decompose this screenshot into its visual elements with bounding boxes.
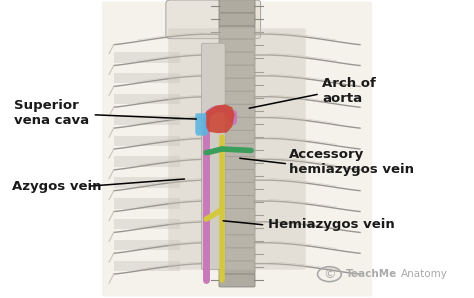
FancyBboxPatch shape (219, 78, 255, 91)
FancyBboxPatch shape (219, 0, 255, 13)
FancyBboxPatch shape (168, 28, 306, 270)
Polygon shape (195, 113, 209, 136)
FancyBboxPatch shape (114, 73, 180, 83)
Text: Azygos vein: Azygos vein (12, 180, 101, 193)
Text: Accessory
hemiazygos vein: Accessory hemiazygos vein (289, 148, 414, 176)
FancyBboxPatch shape (114, 115, 180, 125)
FancyBboxPatch shape (219, 65, 255, 78)
Text: Arch of
aorta: Arch of aorta (322, 77, 376, 105)
FancyBboxPatch shape (219, 182, 255, 195)
Text: Hemiazygos vein: Hemiazygos vein (268, 218, 394, 232)
FancyBboxPatch shape (219, 26, 255, 39)
FancyBboxPatch shape (219, 170, 255, 183)
FancyBboxPatch shape (219, 104, 255, 117)
Polygon shape (206, 104, 235, 133)
FancyBboxPatch shape (114, 94, 180, 104)
FancyBboxPatch shape (219, 156, 255, 170)
FancyBboxPatch shape (219, 235, 255, 248)
FancyBboxPatch shape (114, 52, 180, 63)
FancyBboxPatch shape (219, 274, 255, 287)
Text: ©: © (323, 268, 336, 281)
Text: Superior
vena cava: Superior vena cava (14, 99, 89, 127)
FancyBboxPatch shape (114, 261, 180, 271)
FancyBboxPatch shape (114, 177, 180, 188)
FancyBboxPatch shape (102, 1, 372, 297)
FancyBboxPatch shape (114, 156, 180, 167)
Text: Anatomy: Anatomy (401, 269, 447, 279)
FancyBboxPatch shape (201, 43, 225, 270)
FancyBboxPatch shape (219, 209, 255, 222)
FancyBboxPatch shape (219, 52, 255, 65)
FancyBboxPatch shape (166, 0, 261, 39)
FancyBboxPatch shape (219, 91, 255, 104)
FancyBboxPatch shape (219, 195, 255, 209)
FancyBboxPatch shape (219, 222, 255, 235)
FancyBboxPatch shape (114, 198, 180, 209)
FancyBboxPatch shape (114, 240, 180, 250)
FancyBboxPatch shape (219, 130, 255, 143)
FancyBboxPatch shape (219, 13, 255, 26)
FancyBboxPatch shape (114, 219, 180, 229)
Text: TeachMe: TeachMe (346, 269, 397, 279)
FancyBboxPatch shape (219, 248, 255, 261)
FancyBboxPatch shape (219, 39, 255, 52)
FancyBboxPatch shape (219, 117, 255, 130)
FancyBboxPatch shape (114, 136, 180, 146)
FancyBboxPatch shape (219, 261, 255, 274)
FancyBboxPatch shape (219, 143, 255, 156)
